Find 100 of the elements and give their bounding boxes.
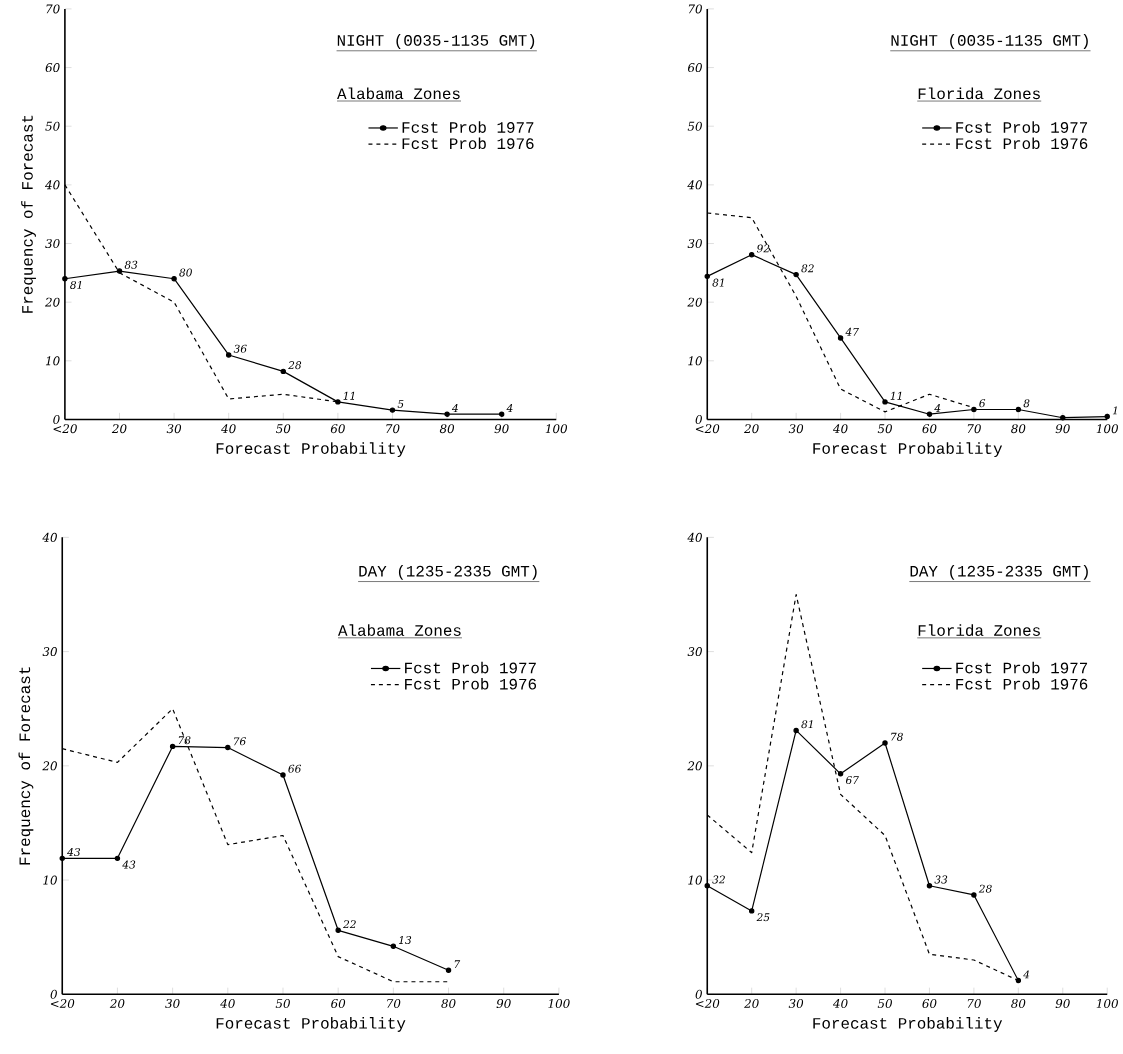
annotation: 32	[712, 875, 725, 884]
x-tick-label: 40	[832, 424, 848, 434]
annotation: 81	[712, 278, 724, 287]
annotation: 22	[343, 920, 356, 929]
legend-label: Fcst Prob 1977	[405, 661, 536, 674]
annotation: 67	[846, 776, 859, 785]
text: NIGHT (0035-1135 GMT)	[891, 34, 1088, 49]
annotation: 81	[801, 720, 813, 729]
x-tick-label: 60	[331, 999, 346, 1009]
x-tick-label: 30	[166, 424, 182, 434]
y-tick-label: 0	[695, 989, 702, 999]
legend-label: Fcst Prob 1976	[956, 677, 1088, 690]
y-tick-label: 60	[45, 63, 60, 73]
annotation: 36	[233, 344, 247, 353]
x-tick-label: 20	[744, 999, 759, 1009]
y-tick-label: 40	[687, 180, 702, 190]
annotation: 66	[288, 764, 302, 773]
legend-label: Fcst Prob 1977	[956, 121, 1088, 133]
x-tick-label: 70	[387, 999, 401, 1009]
x-tick-label: <20	[695, 424, 720, 434]
y-tick-label: 20	[44, 297, 60, 307]
legend-label: Fcst Prob 1977	[956, 661, 1088, 674]
x-tick-label: 70	[386, 424, 400, 434]
x-tick-label: 20	[111, 424, 127, 434]
x-tick-label: 100	[1096, 424, 1118, 434]
x-tick-label: 40	[832, 999, 848, 1009]
text: Florida Zones	[918, 87, 1040, 100]
y-tick-label: 30	[687, 239, 702, 249]
y-tick-label: 40	[687, 532, 702, 542]
annotation: 78	[891, 732, 903, 741]
annotation: 83	[124, 260, 138, 269]
x-axis-title: Forecast Probability	[813, 1017, 1003, 1032]
x-tick-label: 70	[967, 424, 981, 434]
x-tick-label: 30	[165, 999, 180, 1009]
x-tick-label: 80	[1011, 999, 1026, 1009]
y-tick-label: 30	[687, 647, 702, 657]
annotation: 7	[454, 960, 461, 969]
x-tick-label: 50	[275, 999, 290, 1009]
x-tick-label: 90	[1055, 424, 1070, 434]
annotation: 11	[343, 391, 355, 400]
x-tick-label: 80	[1011, 424, 1026, 434]
text: Alabama Zones	[337, 87, 460, 100]
annotation: 43	[122, 860, 136, 869]
annotation: 80	[179, 268, 192, 277]
y-tick-label: 70	[46, 4, 60, 14]
y-tick-label: 40	[42, 532, 57, 542]
x-tick-label: 50	[275, 424, 291, 434]
legend-label: Fcst Prob 1976	[405, 677, 537, 690]
x-tick-label: <20	[53, 424, 77, 434]
y-tick-label: 30	[45, 239, 60, 249]
x-tick-label: 100	[548, 999, 570, 1009]
annotation: 28	[978, 884, 992, 893]
annotation: 11	[890, 391, 902, 400]
x-tick-label: 60	[330, 424, 345, 434]
x-tick-label: 20	[109, 999, 125, 1009]
x-tick-label: 20	[744, 424, 759, 434]
annotation: 43	[67, 848, 80, 857]
y-tick-label: 20	[687, 761, 702, 771]
y-axis-title: Frequency of Forecast	[18, 667, 34, 865]
y-tick-label: 20	[42, 761, 57, 771]
x-tick-label: 30	[788, 424, 804, 434]
legend-label: Fcst Prob 1976	[402, 137, 534, 150]
annotation: 33	[934, 875, 948, 884]
annotation: 8	[1023, 399, 1030, 408]
y-tick-label: 0	[695, 415, 702, 425]
annotation: 76	[233, 737, 246, 746]
x-tick-label: 90	[1055, 999, 1070, 1009]
y-axis-title: Frequency of Forecast	[21, 115, 36, 313]
annotation: 28	[288, 361, 302, 370]
text: DAY (1235-2335 GMT)	[359, 564, 537, 580]
annotation: 81	[70, 281, 82, 290]
y-tick-label: 30	[42, 647, 57, 657]
annotation: 78	[178, 736, 191, 745]
annotation: 13	[399, 936, 412, 945]
x-tick-label: 80	[439, 424, 455, 434]
x-tick-label: 90	[494, 424, 509, 434]
annotation: 47	[845, 327, 859, 336]
x-tick-label: <20	[695, 999, 720, 1009]
text: DAY (1235-2335 GMT)	[910, 564, 1088, 580]
y-tick-label: 20	[687, 297, 702, 307]
text: NIGHT (0035-1135 GMT)	[337, 34, 535, 49]
x-tick-label: 30	[788, 999, 804, 1009]
annotation: 4	[1023, 970, 1030, 979]
annotation: 25	[756, 913, 770, 922]
y-tick-label: 0	[50, 989, 57, 999]
annotation: 1	[1112, 406, 1117, 415]
text: Florida Zones	[918, 624, 1040, 637]
y-tick-label: 10	[688, 356, 702, 366]
text: Alabama Zones	[337, 624, 461, 636]
annotation: 4	[506, 404, 513, 412]
y-tick-label: 70	[688, 4, 702, 14]
x-tick-label: 40	[220, 999, 235, 1009]
y-tick-label: 0	[53, 415, 60, 425]
legend-label: Fcst Prob 1977	[402, 121, 534, 133]
x-tick-label: 70	[967, 999, 981, 1009]
y-tick-label: 40	[45, 180, 60, 190]
annotation: 82	[801, 264, 814, 273]
x-tick-label: <20	[50, 999, 75, 1009]
x-tick-label: 100	[1096, 999, 1118, 1009]
annotation: 92	[756, 244, 770, 253]
